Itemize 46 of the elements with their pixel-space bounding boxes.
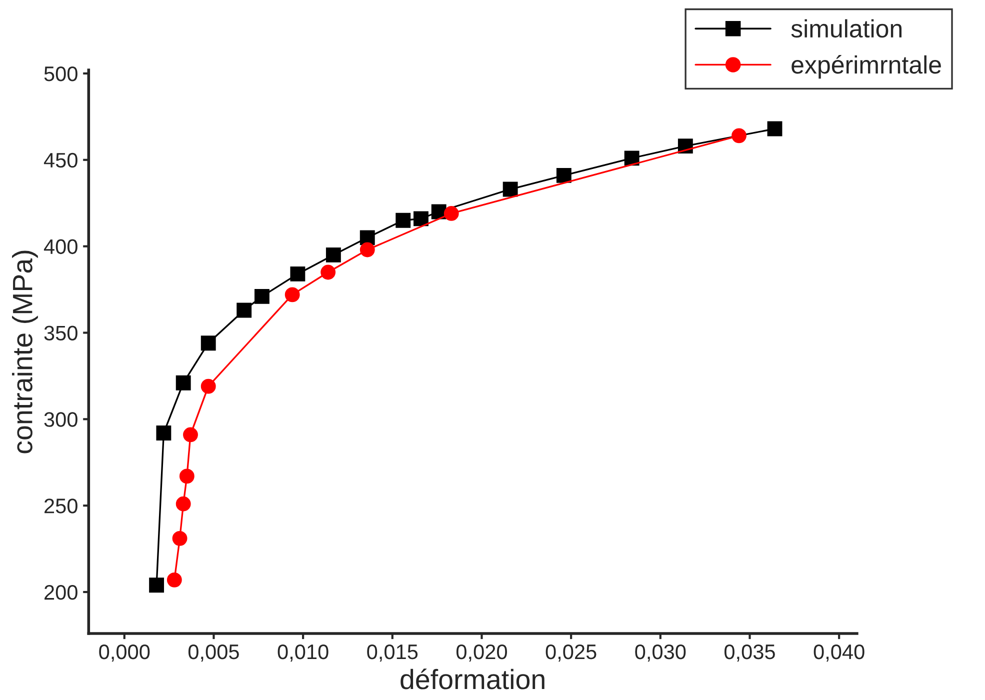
- point: [200, 336, 216, 351]
- legend-label: simulation: [791, 19, 902, 38]
- point: [149, 578, 164, 593]
- y-tick-label: 300: [44, 412, 78, 427]
- point: [254, 288, 270, 304]
- point: [156, 426, 172, 440]
- y-tick-label: 400: [44, 239, 78, 254]
- x-axis-title: déformation: [400, 668, 544, 690]
- x-tick-label: 0,040: [814, 644, 864, 662]
- point: [290, 266, 306, 282]
- point: [176, 496, 191, 512]
- x-tick-label: 0,025: [546, 644, 596, 662]
- y-tick-label: 450: [44, 152, 78, 168]
- point: [444, 206, 459, 221]
- y-axis-title: contrainte (MPa): [12, 250, 38, 454]
- x-tick-label: 0,035: [724, 644, 775, 662]
- point: [176, 375, 191, 390]
- point: [166, 572, 182, 588]
- point: [360, 230, 375, 246]
- point: [732, 128, 746, 144]
- point: [179, 468, 194, 484]
- x-tick-label: 0,010: [278, 644, 328, 662]
- point: [767, 121, 782, 136]
- x-tick-label: 0,005: [188, 644, 239, 662]
- point: [200, 378, 216, 394]
- x-tick-label: 0,020: [456, 644, 507, 662]
- point: [183, 427, 198, 442]
- x-tick-label: 0,000: [99, 644, 150, 662]
- point: [414, 211, 428, 226]
- point: [326, 247, 341, 262]
- point: [624, 150, 640, 166]
- legend-label: expérimrntale: [792, 55, 941, 79]
- y-tick-label: 500: [44, 66, 78, 82]
- point: [502, 182, 518, 197]
- point: [320, 264, 336, 280]
- point: [556, 168, 572, 183]
- point: [284, 287, 300, 302]
- y-tick-label: 350: [44, 326, 78, 340]
- point: [396, 212, 411, 228]
- y-tick-label: 250: [44, 498, 78, 514]
- point: [172, 530, 188, 546]
- x-tick-label: 0,030: [635, 644, 686, 662]
- point: [360, 242, 375, 258]
- y-tick-label: 200: [44, 585, 78, 600]
- x-tick-label: 0,015: [367, 644, 418, 662]
- point: [236, 302, 252, 318]
